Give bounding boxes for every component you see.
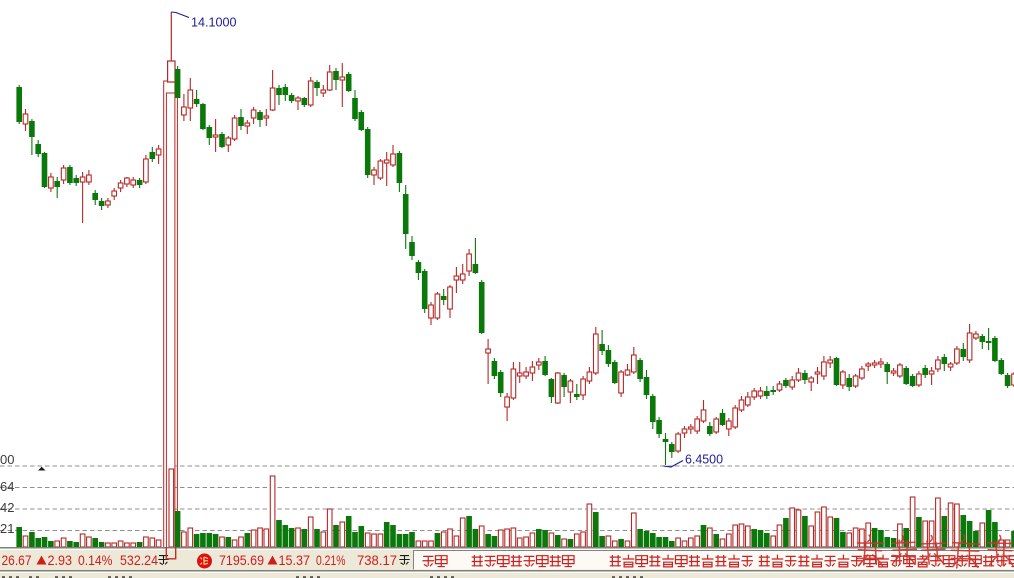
svg-text:532.24: 532.24 <box>120 553 158 568</box>
svg-text:738.17: 738.17 <box>357 553 397 568</box>
svg-text:42: 42 <box>0 500 14 515</box>
svg-text:64: 64 <box>0 479 14 494</box>
svg-text:2.93: 2.93 <box>48 553 73 568</box>
svg-text:14.1000: 14.1000 <box>191 15 237 30</box>
svg-text:0.21%: 0.21% <box>316 553 346 568</box>
svg-text:21: 21 <box>0 521 14 536</box>
svg-text:00: 00 <box>0 452 14 467</box>
svg-text:7195.69: 7195.69 <box>219 553 264 568</box>
svg-text:0.14%: 0.14% <box>78 553 113 568</box>
svg-text:26.67: 26.67 <box>2 553 32 568</box>
svg-text:15.37: 15.37 <box>279 553 311 568</box>
svg-text:6.4500: 6.4500 <box>685 452 723 467</box>
